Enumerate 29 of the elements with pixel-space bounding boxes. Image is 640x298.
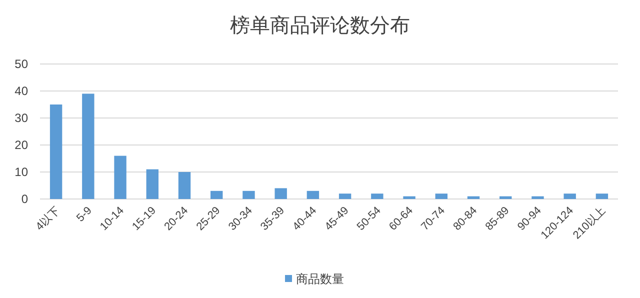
bar: [178, 172, 191, 199]
y-tick-label: 50: [14, 57, 28, 71]
bar: [82, 94, 94, 199]
bar: [500, 196, 512, 199]
y-tick-label: 10: [14, 165, 28, 179]
y-tick-label: 0: [21, 192, 28, 206]
y-tick-label: 20: [14, 138, 28, 152]
x-tick-label: 4以下: [33, 204, 62, 234]
bar: [467, 196, 480, 199]
bar: [403, 196, 416, 199]
bar: [596, 194, 608, 199]
bar: [146, 169, 158, 199]
bar: [210, 190, 223, 199]
bar: [274, 188, 287, 199]
legend: 商品数量: [285, 272, 344, 286]
bar: [338, 194, 352, 199]
x-tick-label: 5-9: [74, 204, 94, 224]
bar: [435, 194, 448, 199]
bar: [564, 194, 576, 199]
legend-label: 商品数量: [296, 272, 344, 286]
bar: [50, 104, 62, 199]
bar: [371, 194, 384, 199]
bar: [532, 196, 544, 199]
y-tick-label: 40: [14, 84, 28, 98]
bar: [306, 190, 320, 199]
chart-title: 榜单商品评论数分布: [230, 15, 410, 37]
y-tick-label: 30: [14, 111, 28, 125]
bar: [242, 190, 255, 199]
bar: [114, 156, 126, 199]
